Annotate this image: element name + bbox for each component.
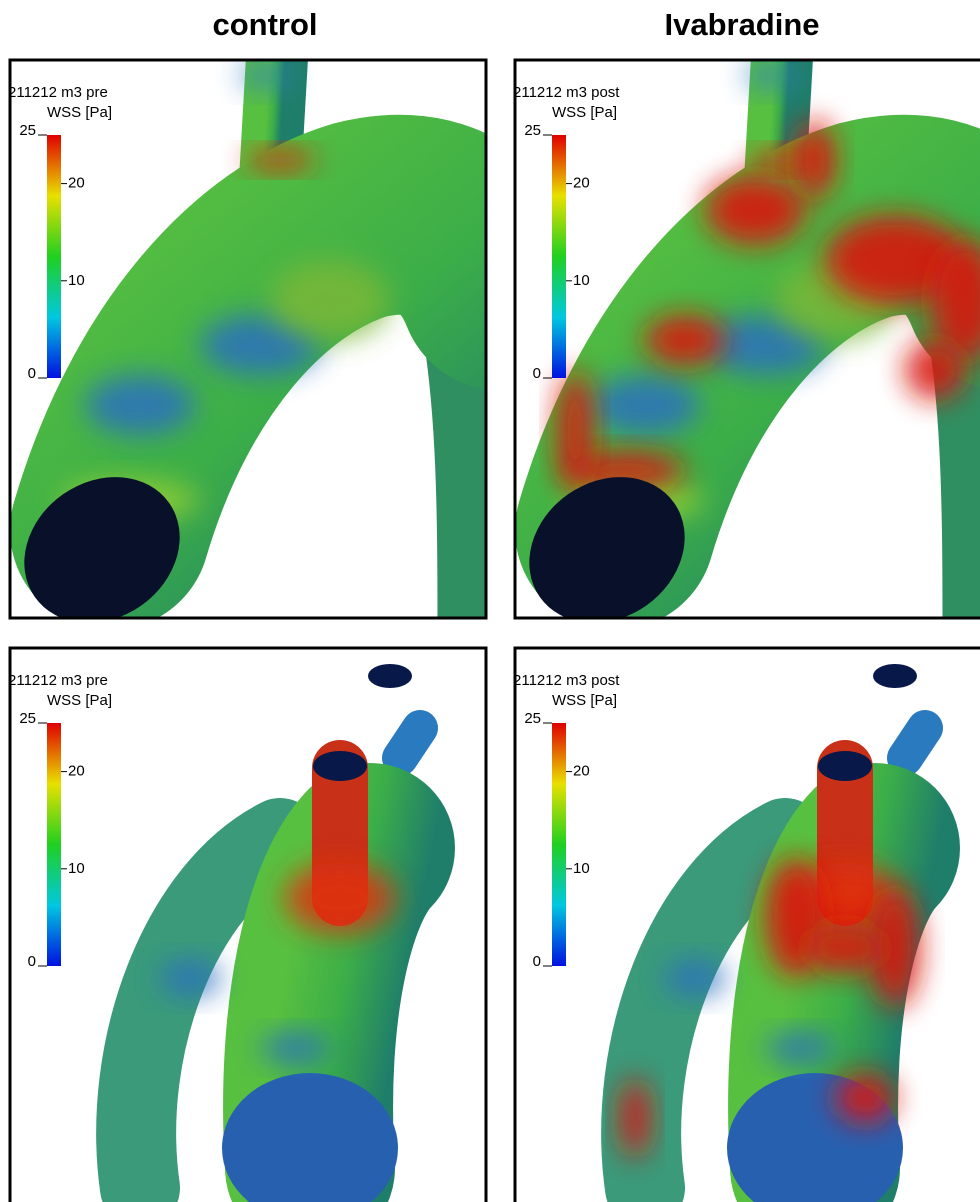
wss-spot — [260, 1033, 330, 1063]
colorbar-title: WSS [Pa] — [47, 104, 112, 121]
colorbar-tick-label: 0 — [28, 953, 36, 970]
wss-spot — [240, 60, 290, 90]
colorbar-tick-label: 20 — [573, 763, 590, 780]
panel-label: 211212 m3 post — [513, 84, 620, 101]
wss-spot — [85, 375, 195, 435]
colorbar-tick-label: 0 — [533, 365, 541, 382]
wss-spot — [835, 1073, 895, 1123]
wss-spot — [665, 960, 725, 996]
colorbar — [47, 135, 61, 378]
wss-spot — [745, 60, 795, 90]
panel: 211212 m3 pre WSS [Pa] 25 20 10 0 — [8, 648, 486, 1202]
panel: 211212 m3 post WSS [Pa] 25 20 10 0 — [501, 40, 980, 653]
colorbar-tick-label: 10 — [68, 860, 85, 877]
colorbar — [47, 723, 61, 966]
vessel-opening — [818, 751, 872, 781]
colorbar-tick-label: 25 — [524, 122, 541, 139]
colorbar-title: WSS [Pa] — [47, 692, 112, 709]
colorbar-tick-label: 25 — [524, 710, 541, 727]
colorbar-title: WSS [Pa] — [552, 104, 617, 121]
colorbar-tick-label: 25 — [19, 710, 36, 727]
wss-spot — [805, 923, 885, 973]
wss-spot — [285, 863, 395, 933]
panel: 211212 m3 pre WSS [Pa] 25 20 10 0 — [0, 40, 500, 653]
wss-spot — [557, 370, 593, 490]
vessel-render — [136, 664, 420, 1202]
wss-spot — [620, 1078, 650, 1158]
colorbar-tick-label: 25 — [19, 122, 36, 139]
wss-spot — [590, 375, 700, 435]
wss-spot — [645, 315, 725, 365]
wss-spot — [705, 175, 805, 245]
wss-spot — [765, 1033, 835, 1063]
wss-spot — [795, 120, 835, 200]
colorbar-tick-label: 20 — [68, 175, 85, 192]
colorbar-tick-label: 20 — [68, 763, 85, 780]
vessel-render — [0, 40, 500, 653]
colorbar — [552, 723, 566, 966]
panel-label: 211212 m3 pre — [8, 672, 108, 689]
vessel-opening — [313, 751, 367, 781]
wss-spot — [160, 960, 220, 996]
column-title: Ivabradine — [664, 7, 819, 42]
colorbar-tick-label: 10 — [68, 272, 85, 289]
colorbar-tick-label: 10 — [573, 272, 590, 289]
page: control Ivabradine 211212 m3 pre WSS [Pa]… — [0, 0, 980, 1202]
colorbar-tick-label: 10 — [573, 860, 590, 877]
wss-spot — [905, 340, 965, 400]
vessel-opening — [873, 664, 917, 688]
vessel-render — [501, 40, 980, 653]
colorbar-tick-label: 0 — [533, 953, 541, 970]
vessel-render — [620, 664, 925, 1202]
vessel-opening — [368, 664, 412, 688]
figure: control Ivabradine 211212 m3 pre WSS [Pa]… — [0, 0, 980, 1202]
panel: 211212 m3 post WSS [Pa] 25 20 10 0 — [513, 648, 980, 1202]
colorbar-tick-label: 0 — [28, 365, 36, 382]
wss-spot — [270, 260, 390, 340]
panel-label: 211212 m3 pre — [8, 84, 108, 101]
column-title: control — [212, 7, 317, 42]
wss-spot — [245, 150, 315, 170]
colorbar-tick-label: 20 — [573, 175, 590, 192]
colorbar-title: WSS [Pa] — [552, 692, 617, 709]
panel-label: 211212 m3 post — [513, 672, 620, 689]
colorbar — [552, 135, 566, 378]
